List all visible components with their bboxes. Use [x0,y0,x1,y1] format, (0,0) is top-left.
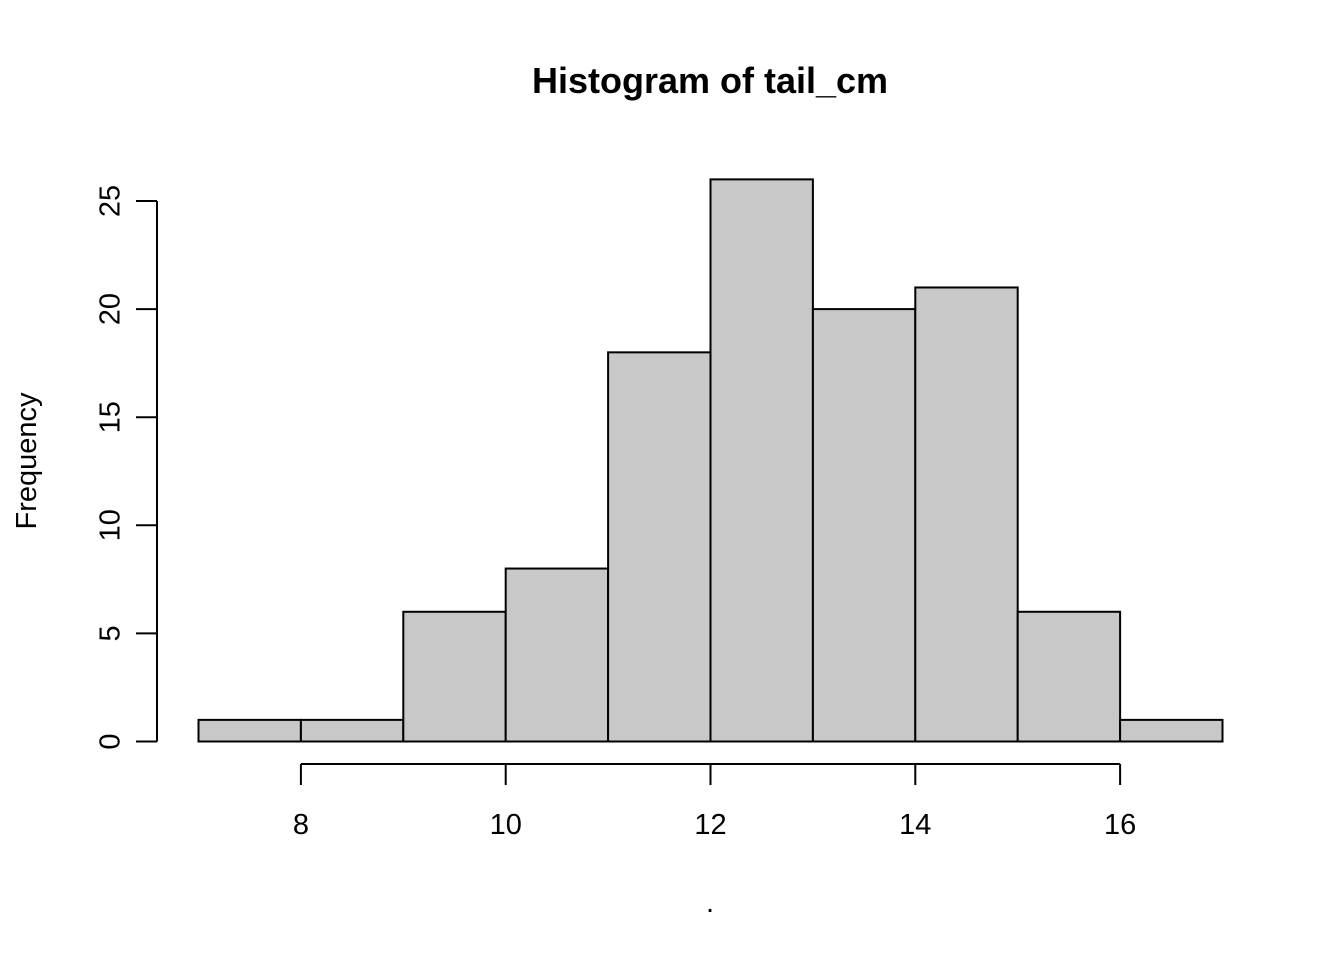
histogram-bar [607,351,712,743]
histogram-bar [811,308,917,743]
histogram-bar [914,286,1019,743]
histogram-bar [197,718,302,743]
x-axis-ticks: 8 10 12 14 16 [293,764,1136,841]
histogram-bars [197,178,1224,743]
x-axis: 8 10 12 14 16 [293,763,1136,841]
y-tick-label: 25 [94,185,126,217]
y-tick-label: 0 [94,733,126,749]
x-tick-label: 12 [694,809,726,841]
histogram-bar [1119,718,1224,743]
y-tick-label: 5 [94,625,126,641]
y-tick-label: 10 [94,509,126,541]
x-tick-label: 8 [293,809,309,841]
x-tick-label: 16 [1104,809,1136,841]
y-axis: 0 5 10 15 20 25 [94,185,158,750]
y-axis-ticks: 0 5 10 15 20 25 [94,185,157,750]
y-axis-label: Frequency [11,392,43,530]
y-tick-label: 15 [94,401,126,433]
x-tick-label: 10 [490,809,522,841]
histogram-bar [299,718,405,743]
histogram-bar [402,610,507,743]
x-tick-label: 14 [899,809,931,841]
y-tick-label: 20 [94,293,126,325]
histogram-bar [709,178,814,743]
chart-title: Histogram of tail_cm [532,60,888,101]
histogram-bar [504,567,610,743]
histogram-bar [1016,610,1122,743]
x-axis-label: . [706,887,714,919]
